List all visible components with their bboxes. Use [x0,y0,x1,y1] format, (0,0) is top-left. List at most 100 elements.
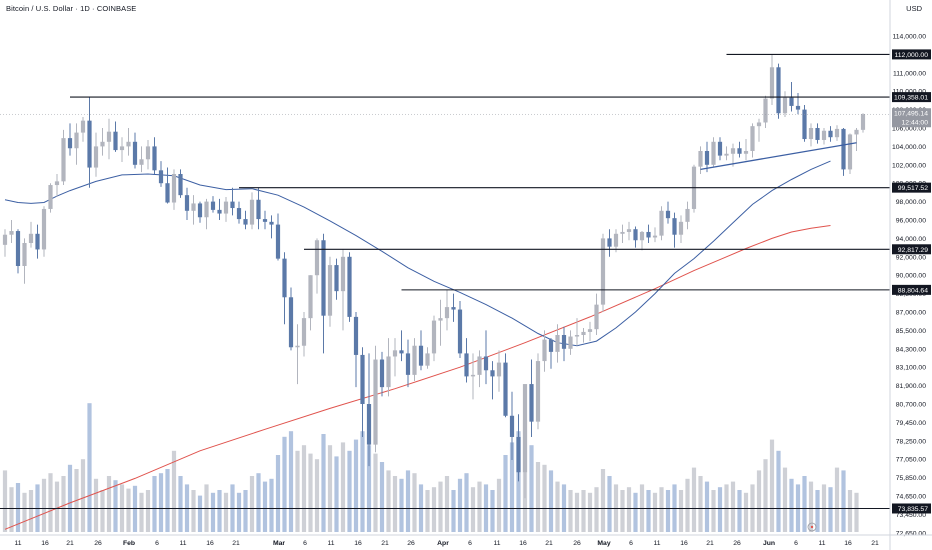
candle-body [574,335,580,337]
time-tick-label: 26 [407,540,415,547]
candle-body [841,128,846,170]
level-label-box [892,182,931,193]
candle-body [750,126,755,151]
candle-body [795,105,801,110]
candle-body [444,307,450,319]
candle-body [600,238,606,305]
candle-body [594,304,599,330]
volume-bar [405,470,411,532]
candle-body [295,345,300,348]
candle-body [776,67,781,114]
volume-bar [490,490,495,532]
volume-bar [223,492,229,532]
volume-bar [464,473,469,532]
volume-bar [9,487,14,532]
time-tick-label: 21 [545,540,553,547]
candle-body [561,335,567,349]
currency-label: USD [906,4,922,13]
time-tick-label: 11 [493,540,500,547]
candle-body [22,243,27,266]
volume-bar [847,490,853,532]
time-tick-label: 16 [680,540,688,547]
candle-body [607,238,612,247]
candle-body [672,218,677,235]
candle-body [613,233,619,247]
last-price-label: 107,495.14 [894,111,928,118]
candle-body [249,199,255,225]
volume-bar [379,462,385,532]
volume-bar [548,470,554,532]
candle-body [425,353,430,366]
volume-bar [334,456,339,532]
candle-body [685,208,690,222]
volume-bar [61,476,66,532]
volume-bar [581,490,586,532]
time-tick-label: 26 [733,540,741,547]
candle-body [301,318,307,346]
volume-bar [691,467,697,532]
volume-bar [685,478,690,532]
time-tick-label: Jun [763,540,775,547]
time-tick-label: 6 [155,540,159,547]
candle-body [113,131,118,151]
level-label-box [892,244,931,255]
candle-body [282,258,287,298]
target-icon [807,522,817,532]
candle-body [587,329,593,332]
volume-bar [782,467,788,532]
candle-body [158,170,164,184]
volume-bar [171,450,177,532]
candle-body [184,195,190,211]
volume-bar [197,495,203,532]
volume-bar [139,492,144,532]
time-tick-label: 11 [818,540,825,547]
time-tick-label: 11 [179,540,186,547]
candle-body [756,122,762,127]
volume-bar [48,473,53,532]
candle-body [93,146,99,168]
volume-bar [620,490,625,532]
volume-bar [652,492,658,532]
volume-bar [425,490,430,532]
candle-body [41,208,47,250]
candle-body [464,353,469,377]
volume-bar [217,490,222,532]
volume-bar [373,453,378,532]
candle-body [327,265,333,316]
volume-bar [529,445,534,532]
candle-body [815,128,820,140]
candle-body [347,256,352,317]
candle-body [360,354,365,404]
level-label-box [892,49,931,60]
price-tick-label: 114,000.00 [892,34,926,41]
candle-body [542,339,547,362]
candle-body [132,141,138,165]
volume-bar [568,490,573,532]
candle-body [223,201,229,214]
candle-body [217,209,222,214]
candle-body [386,356,391,388]
volume-bar [496,478,502,532]
volume-bar [711,490,716,532]
candle-body [191,203,196,211]
time-tick-label: 16 [206,540,214,547]
volume-bar [327,445,333,532]
time-tick-label: 11 [14,540,21,547]
level-label-box [892,284,931,295]
price-tick-label: 81,900.00 [896,383,926,390]
candle-body [262,219,268,222]
candle-body [269,221,274,225]
candle-body [516,436,521,473]
candle-body [145,146,151,160]
candle-body [854,129,859,135]
price-tick-label: 90,000.00 [896,273,926,280]
volume-bar [360,431,365,532]
candle-body [321,240,326,316]
candle-body [171,174,177,203]
candle-body [548,339,554,352]
candle-body [353,316,359,355]
volume-bar [535,462,541,532]
candle-body [243,219,248,225]
volume-bar [789,478,794,532]
